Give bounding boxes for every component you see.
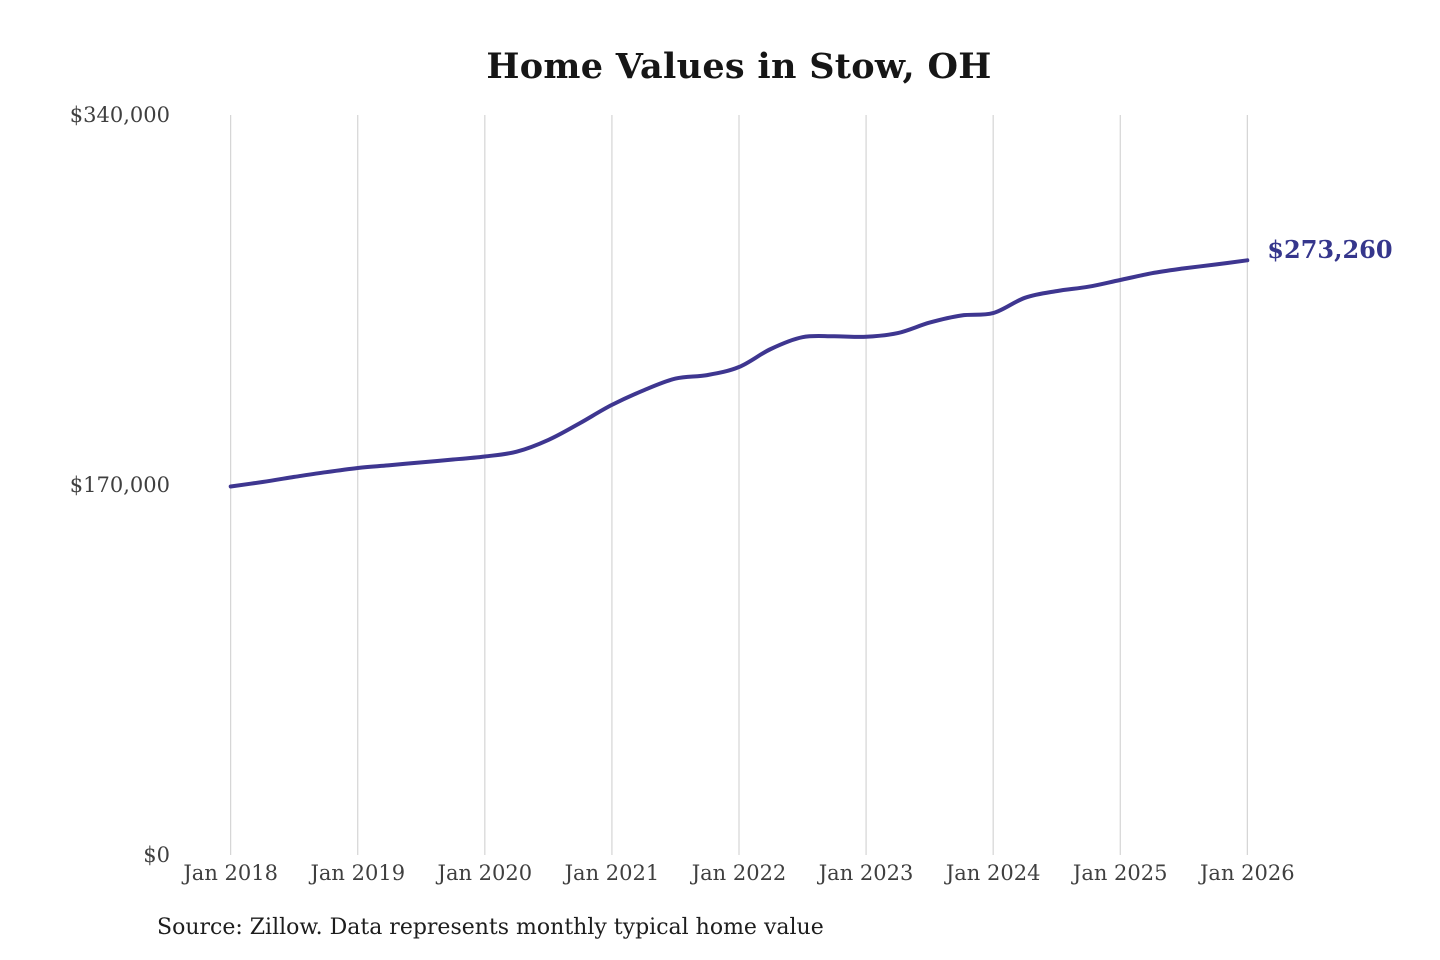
x-tick-label: Jan 2026	[1198, 861, 1295, 885]
x-tick-label: Jan 2019	[308, 861, 405, 885]
y-tick-label: $170,000	[70, 473, 170, 497]
latest-value-label: $273,260	[1267, 235, 1393, 265]
source-note: Source: Zillow. Data represents monthly …	[157, 915, 824, 940]
x-tick-label: Jan 2024	[944, 861, 1041, 885]
value-line	[228, 258, 1250, 489]
x-tick-label: Jan 2020	[436, 861, 533, 885]
x-tick-label: Jan 2018	[181, 861, 278, 885]
y-tick-label: $0	[143, 843, 170, 867]
x-tick-label: Jan 2023	[817, 861, 914, 885]
x-tick-label: Jan 2022	[690, 861, 787, 885]
x-tick-label: Jan 2021	[563, 861, 660, 885]
x-tick-label: Jan 2025	[1071, 861, 1168, 885]
chart-title: Home Values in Stow, OH	[486, 46, 992, 87]
y-tick-label: $340,000	[70, 103, 170, 127]
